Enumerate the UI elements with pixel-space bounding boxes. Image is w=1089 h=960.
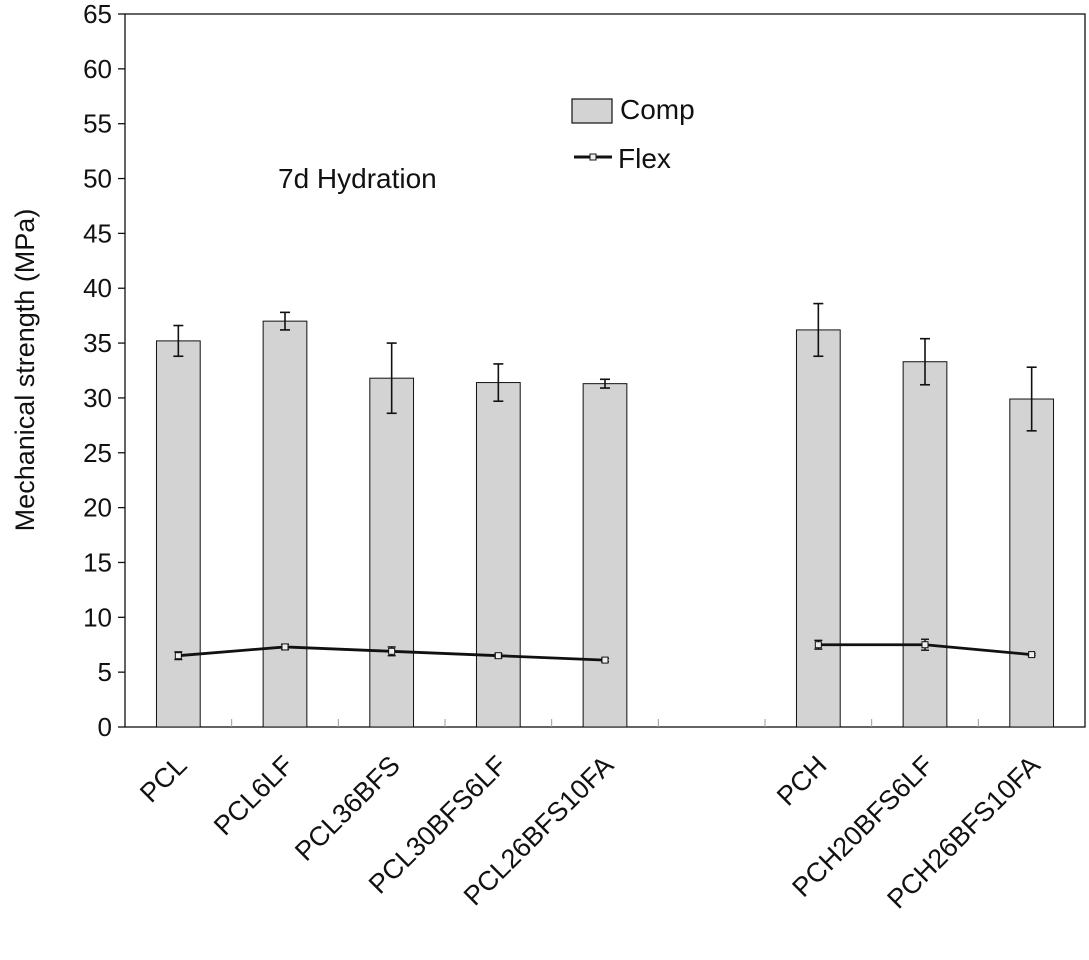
y-tick-label: 15	[83, 547, 112, 577]
flex-point-PCL36BFS	[388, 647, 396, 655]
y-axis-title: Mechanical strength (MPa)	[10, 209, 40, 532]
comp-bar-PCL30BFS6LF	[475, 382, 521, 728]
flex-point-PCH20BFS6LF	[921, 641, 929, 649]
x-axis-ticks	[231, 719, 979, 727]
x-axis-category-labels: PCL PCL6LFPCL36BFSPCL30BFS6LFPCL26BFS10FA…	[134, 750, 1046, 914]
x-category-label: PCH	[771, 750, 833, 812]
flex-point-PCL6LF	[281, 643, 289, 651]
flex-point-PCH	[814, 641, 822, 649]
y-tick-label: 5	[98, 657, 112, 687]
x-category-label: PCL36BFS	[289, 750, 406, 867]
flex-series	[174, 638, 1036, 664]
y-tick-label: 0	[98, 712, 112, 742]
x-category-label: PCL	[134, 750, 192, 808]
y-tick-label: 45	[83, 218, 112, 248]
comp-bars	[155, 320, 1055, 728]
legend-label-comp: Comp	[620, 94, 695, 125]
y-axis-ticks: 0 5 10 15 20 25 30 35 40 45 50 55 60 65	[83, 0, 125, 742]
legend: Comp Flex	[571, 94, 695, 174]
comp-bar-PCH20BFS6LF	[902, 361, 948, 728]
y-tick-label: 30	[83, 383, 112, 413]
comp-bar-PCL36BFS	[369, 377, 415, 728]
flex-point-PCL30BFS6LF	[494, 652, 502, 660]
comp-bar-PCL26BFS10FA	[582, 383, 628, 728]
annotation-7d-hydration: 7d Hydration	[278, 163, 437, 194]
legend-swatch-comp	[571, 98, 613, 124]
legend-label-flex: Flex	[618, 143, 671, 174]
y-tick-label: 25	[83, 438, 112, 468]
y-tick-label: 55	[83, 109, 112, 139]
x-category-label: PCL6LF	[208, 750, 299, 841]
flex-point-PCL	[174, 652, 182, 660]
comp-bar-PCH26BFS10FA	[1009, 398, 1055, 728]
y-tick-label: 50	[83, 164, 112, 194]
y-tick-label: 40	[83, 273, 112, 303]
y-tick-label: 20	[83, 493, 112, 523]
comp-bar-PCL6LF	[262, 320, 308, 728]
y-tick-label: 60	[83, 54, 112, 84]
comp-bar-PCH	[795, 329, 841, 728]
legend-marker-flex	[589, 153, 597, 161]
flex-point-PCL26BFS10FA	[601, 656, 609, 664]
y-tick-label: 35	[83, 328, 112, 358]
comp-bar-PCL	[155, 340, 201, 728]
comp-error-bars	[173, 302, 1037, 432]
y-tick-label: 65	[83, 0, 112, 29]
y-tick-label: 10	[83, 602, 112, 632]
flex-point-PCH26BFS10FA	[1028, 651, 1036, 659]
